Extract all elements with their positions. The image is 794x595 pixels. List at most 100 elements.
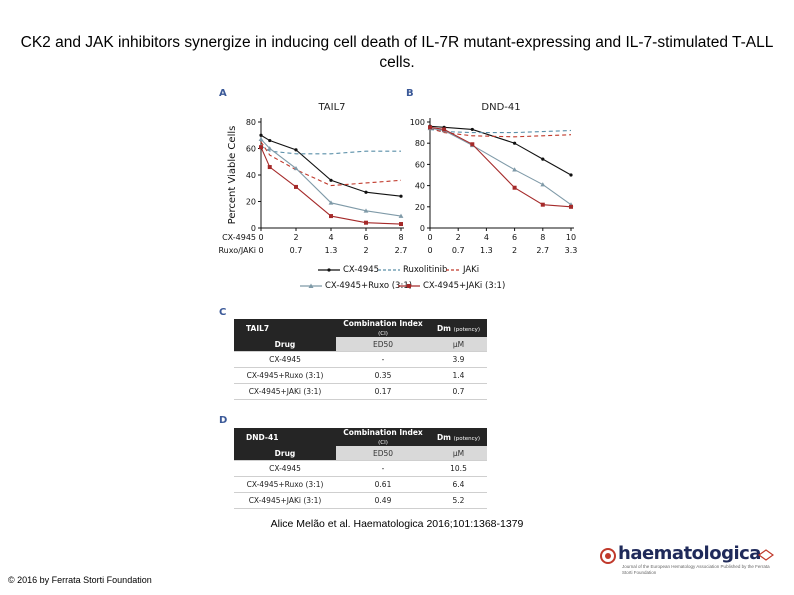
table-d-sub-dm: µM [430, 446, 487, 461]
table-cell: 0.7 [430, 383, 487, 400]
chart1-title: TAIL7 [317, 102, 345, 113]
table-c-subheader-row: Drug ED50 µM [234, 337, 487, 352]
table-cell: - [336, 460, 430, 477]
chart2-x-tick-label-partner: 2.7 [536, 246, 549, 255]
chart1-y-axis-label: Percent Viable Cells [227, 126, 238, 225]
table-c-header-row: TAIL7 Combination Index (CI) Dm (potency… [234, 319, 487, 337]
table-cell: CX-4945 [234, 351, 336, 368]
table-cell: 3.9 [430, 351, 487, 368]
chart2-series-line-4 [429, 126, 572, 208]
chart1-point [294, 148, 298, 152]
table-row: CX-4945 - 3.9 [234, 351, 487, 368]
legend-label-cx4945: CX-4945 [343, 265, 380, 275]
table-c-ci-header: Combination Index (CI) [336, 319, 430, 337]
table-cell: 0.61 [336, 476, 430, 493]
chart1-point [399, 222, 403, 227]
chart1-x-tick-label-partner: 0.7 [290, 246, 303, 255]
logo-emblem-icon [758, 549, 774, 561]
chart1-point [399, 194, 403, 198]
chart2-y-tick-label: 100 [410, 118, 425, 127]
chart2-y-tick-label: 0 [420, 224, 425, 233]
chart1-point [267, 146, 273, 151]
table-d-subheader-row: Drug ED50 µM [234, 446, 487, 461]
chart1-point [259, 145, 263, 150]
chart2-x-tick-label-cx: 4 [484, 233, 489, 242]
chart2-point [541, 157, 545, 161]
chart1-point [267, 165, 272, 170]
legend-item-cx-ruxo: CX-4945+Ruxo (3:1) [300, 281, 412, 291]
chart2-point [470, 142, 475, 147]
legend-label-ruxolitinib: Ruxolitinib [403, 265, 448, 275]
chart2-point [512, 167, 517, 172]
chart1-point [364, 220, 368, 225]
table-cell: 0.49 [336, 492, 430, 509]
chart1-point [268, 138, 272, 143]
table-c-sub-dm: µM [430, 337, 487, 352]
chart2-point [540, 182, 546, 187]
chart1-y-tick-label: 40 [246, 171, 256, 180]
table-cell: CX-4945+Ruxo (3:1) [234, 367, 336, 384]
chart1-point [364, 190, 368, 194]
chart2-x-tick-label-partner: 1.3 [480, 246, 493, 255]
chart1-y-tick-label: 20 [246, 198, 256, 207]
table-d-dm-header: Dm (potency) [430, 428, 487, 446]
panel-letter-a: A [219, 88, 227, 99]
legend-item-jaki: JAKi [446, 265, 479, 275]
table-cell: 0.17 [336, 383, 430, 400]
chart1-x-tick-label-partner: 2.7 [395, 246, 408, 255]
chart1-x-tick-label-cx: 0 [258, 233, 263, 242]
legend-item-cx-jaki: CX-4945+JAKi (3:1) [398, 281, 505, 291]
table-d-drug-label: Drug [234, 446, 336, 461]
chart2-x-tick-label-cx: 8 [540, 233, 545, 242]
chart1-y-tick-label: 80 [246, 118, 256, 127]
slide-title: CK2 and JAK inhibitors synergize in indu… [20, 34, 774, 71]
chart2-y-tick-label: 60 [415, 160, 425, 169]
table-row: CX-4945+JAKi (3:1) 0.49 5.2 [234, 492, 487, 509]
table-d-header-row: DND-41 Combination Index (CI) Dm (potenc… [234, 428, 487, 446]
chart2-x-tick-label-cx: 10 [566, 233, 576, 242]
chart1-series-line-3 [260, 138, 402, 217]
table-c: TAIL7 Combination Index (CI) Dm (potency… [234, 319, 487, 400]
chart2-point [512, 185, 517, 190]
chart2-y-tick-label: 40 [415, 182, 425, 191]
copyright: © 2016 by Ferrata Storti Foundation [8, 575, 152, 585]
table-d-sub-ci: ED50 [336, 446, 430, 461]
chart1-point [293, 165, 299, 171]
panel-letter-d: D [219, 415, 228, 426]
chart2-point [470, 127, 474, 132]
chart1-series-line-0 [260, 134, 402, 197]
panel-letter-b: B [406, 88, 414, 99]
chart1-y-tick-label: 60 [246, 145, 256, 154]
table-cell: CX-4945+JAKi (3:1) [234, 383, 336, 400]
table-d-ci-header: Combination Index (CI) [336, 428, 430, 446]
chart2-point [428, 125, 432, 130]
table-c-sub-ci: ED50 [336, 337, 430, 352]
chart2-series-line-3 [429, 127, 572, 206]
chart1-x-tick-label-cx: 4 [328, 233, 333, 242]
chart1-x-tick-label-cx: 2 [293, 233, 298, 242]
chart1-point [259, 133, 263, 137]
chart2-point [540, 202, 545, 207]
chart2-x-tick-label-partner: 0.7 [452, 246, 465, 255]
chart2-y-tick-label: 20 [415, 203, 425, 212]
chart1-x-tick-label-cx: 8 [398, 233, 403, 242]
table-cell: 0.35 [336, 367, 430, 384]
chart1-x-tick-label-cx: 6 [363, 233, 368, 242]
panel-letter-c: C [219, 307, 227, 318]
table-d: DND-41 Combination Index (CI) Dm (potenc… [234, 428, 487, 509]
chart1-series-line-1 [260, 145, 401, 155]
table-c-dm-header: Dm (potency) [430, 319, 487, 337]
chart1-point [294, 184, 298, 189]
chart2-point [442, 127, 447, 132]
chart2-series-line-1 [429, 128, 572, 134]
table-c-cell-line: TAIL7 [234, 319, 336, 337]
table-cell: - [336, 351, 430, 368]
logo-subtitle: Journal of the European Hematology Assoc… [622, 564, 770, 575]
chart2-x-tick-label-cx: 2 [456, 233, 461, 242]
chart1-x-row-label-partner: Ruxo/JAKi [218, 246, 256, 255]
chart2-y-tick-label: 80 [415, 139, 425, 148]
table-cell: 5.2 [430, 492, 487, 509]
chart1-x-row-label-cx: CX-4945 [222, 233, 256, 242]
logo-mark-icon [600, 548, 616, 564]
